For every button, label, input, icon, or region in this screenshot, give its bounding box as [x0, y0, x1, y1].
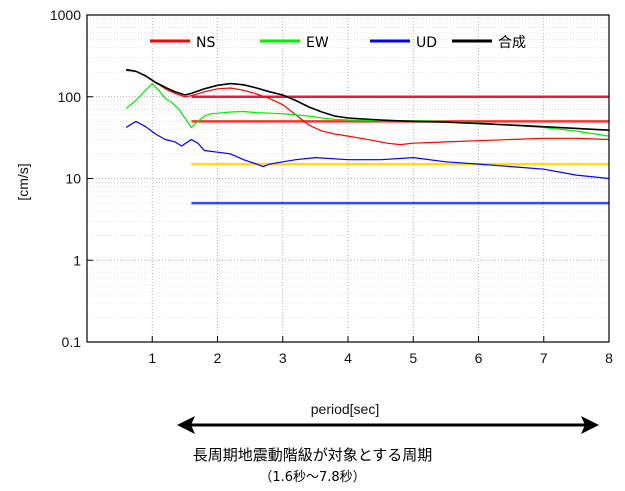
- y-tick-label: 1000: [50, 7, 81, 23]
- legend-label: EW: [306, 35, 329, 51]
- series-line: [126, 68, 610, 131]
- x-axis-label: period[sec]: [311, 401, 379, 417]
- x-tick-label: 3: [279, 350, 287, 366]
- arrow-head-left: [177, 416, 195, 434]
- y-axis-ticks: 0.1 1 10 100 1000: [50, 7, 93, 350]
- reference-lines: [191, 95, 609, 205]
- x-tick-label: 4: [344, 350, 352, 366]
- range-caption-subtitle: （1.6秒～7.8秒）: [259, 470, 366, 485]
- period-range-arrow: [177, 416, 599, 434]
- x-tick-label: 2: [214, 350, 222, 366]
- legend-label: UD: [416, 35, 437, 51]
- x-axis-ticks: 1 2 3 4 5 6 7 8: [148, 336, 613, 366]
- x-tick-label: 8: [605, 350, 613, 366]
- range-caption: 長周期地震動階級が対象とする周期: [192, 446, 433, 464]
- x-tick-label: 7: [540, 350, 548, 366]
- legend-label: NS: [196, 35, 215, 51]
- legend-label: 合成: [498, 35, 526, 51]
- arrow-head-right: [581, 416, 599, 434]
- x-tick-label: 1: [148, 350, 156, 366]
- legend: NS EW UD 合成: [150, 35, 526, 51]
- series-line: [125, 120, 610, 180]
- y-tick-label: 1: [73, 252, 81, 268]
- y-tick-label: 0.1: [62, 334, 82, 350]
- x-tick-label: 5: [409, 350, 417, 366]
- y-axis-label: [cm/s]: [15, 163, 31, 200]
- series-lines: [125, 68, 610, 180]
- y-tick-label: 10: [65, 171, 81, 187]
- x-tick-label: 6: [475, 350, 483, 366]
- y-tick-label: 100: [58, 89, 82, 105]
